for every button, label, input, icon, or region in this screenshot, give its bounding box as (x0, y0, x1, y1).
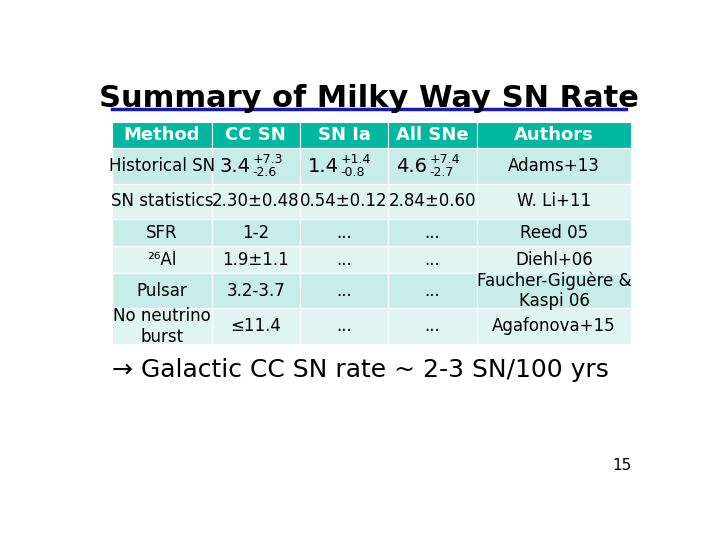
Text: 1.9±1.1: 1.9±1.1 (222, 251, 289, 268)
FancyBboxPatch shape (300, 273, 388, 308)
Text: 3.2-3.7: 3.2-3.7 (227, 282, 285, 300)
FancyBboxPatch shape (112, 122, 212, 148)
Text: 2.84±0.60: 2.84±0.60 (389, 192, 476, 211)
Text: SN statistics: SN statistics (111, 192, 213, 211)
Text: SN Ia: SN Ia (318, 126, 371, 144)
Text: -2.7: -2.7 (429, 166, 454, 179)
FancyBboxPatch shape (388, 273, 477, 308)
Text: ...: ... (425, 251, 441, 268)
Text: ...: ... (336, 224, 352, 241)
FancyBboxPatch shape (300, 184, 388, 219)
Text: CC SN: CC SN (225, 126, 287, 144)
FancyBboxPatch shape (477, 148, 631, 184)
FancyBboxPatch shape (300, 148, 388, 184)
Text: No neutrino
burst: No neutrino burst (113, 307, 211, 346)
FancyBboxPatch shape (212, 308, 300, 344)
Text: -2.6: -2.6 (253, 166, 276, 179)
FancyBboxPatch shape (388, 219, 477, 246)
Text: Pulsar: Pulsar (137, 282, 187, 300)
FancyBboxPatch shape (112, 184, 212, 219)
Text: 15: 15 (612, 458, 631, 473)
Text: Faucher-Giguère &
Kaspi 06: Faucher-Giguère & Kaspi 06 (477, 271, 631, 310)
Text: Summary of Milky Way SN Rate: Summary of Milky Way SN Rate (99, 84, 639, 112)
Text: W. Li+11: W. Li+11 (517, 192, 591, 211)
Text: +1.4: +1.4 (341, 153, 372, 166)
Text: SFR: SFR (146, 224, 178, 241)
FancyBboxPatch shape (212, 148, 300, 184)
Text: ...: ... (425, 224, 441, 241)
Text: Historical SN: Historical SN (109, 157, 215, 175)
FancyBboxPatch shape (212, 273, 300, 308)
FancyBboxPatch shape (477, 246, 631, 273)
FancyBboxPatch shape (112, 273, 212, 308)
FancyBboxPatch shape (300, 219, 388, 246)
Text: +7.3: +7.3 (253, 153, 283, 166)
Text: -0.8: -0.8 (341, 166, 365, 179)
FancyBboxPatch shape (477, 122, 631, 148)
FancyBboxPatch shape (300, 308, 388, 344)
FancyBboxPatch shape (388, 122, 477, 148)
Text: 1-2: 1-2 (243, 224, 269, 241)
FancyBboxPatch shape (112, 246, 212, 273)
Text: ...: ... (336, 317, 352, 335)
FancyBboxPatch shape (477, 308, 631, 344)
Text: ...: ... (425, 282, 441, 300)
FancyBboxPatch shape (112, 308, 212, 344)
FancyBboxPatch shape (477, 184, 631, 219)
FancyBboxPatch shape (477, 273, 631, 308)
FancyBboxPatch shape (388, 148, 477, 184)
FancyBboxPatch shape (477, 219, 631, 246)
Text: Adams+13: Adams+13 (508, 157, 600, 175)
Text: +7.4: +7.4 (429, 153, 459, 166)
FancyBboxPatch shape (388, 246, 477, 273)
FancyBboxPatch shape (212, 122, 300, 148)
FancyBboxPatch shape (388, 308, 477, 344)
Text: Authors: Authors (514, 126, 594, 144)
FancyBboxPatch shape (300, 246, 388, 273)
Text: ...: ... (336, 282, 352, 300)
Text: ...: ... (425, 317, 441, 335)
Text: Method: Method (124, 126, 200, 144)
FancyBboxPatch shape (212, 219, 300, 246)
Text: ≤11.4: ≤11.4 (230, 317, 282, 335)
Text: 3.4: 3.4 (220, 157, 251, 176)
FancyBboxPatch shape (112, 219, 212, 246)
Text: 4.6: 4.6 (396, 157, 427, 176)
Text: ...: ... (336, 251, 352, 268)
Text: Agafonova+15: Agafonova+15 (492, 317, 616, 335)
FancyBboxPatch shape (112, 148, 212, 184)
Text: All SNe: All SNe (396, 126, 469, 144)
Text: → Galactic CC SN rate ~ 2-3 SN/100 yrs: → Galactic CC SN rate ~ 2-3 SN/100 yrs (112, 359, 609, 382)
Text: Reed 05: Reed 05 (520, 224, 588, 241)
Text: 0.54±0.12: 0.54±0.12 (300, 192, 388, 211)
FancyBboxPatch shape (212, 246, 300, 273)
Text: 2.30±0.48: 2.30±0.48 (212, 192, 300, 211)
FancyBboxPatch shape (212, 184, 300, 219)
FancyBboxPatch shape (300, 122, 388, 148)
FancyBboxPatch shape (388, 184, 477, 219)
Text: ²⁶Al: ²⁶Al (148, 251, 176, 268)
Text: 1.4: 1.4 (307, 157, 338, 176)
Text: Diehl+06: Diehl+06 (515, 251, 593, 268)
